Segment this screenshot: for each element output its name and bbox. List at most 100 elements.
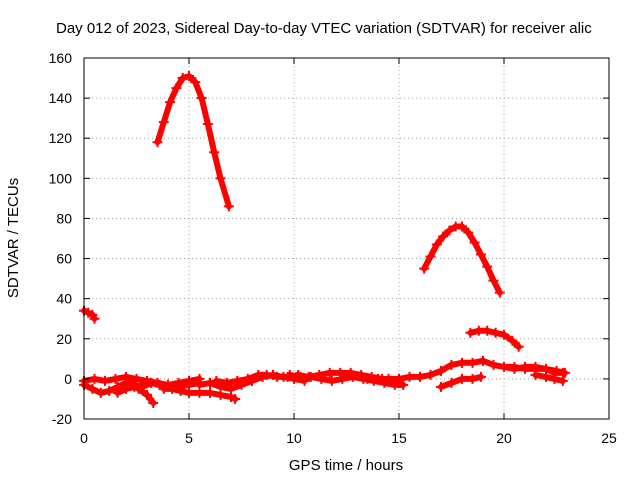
data-point-marker bbox=[549, 373, 560, 384]
data-point-marker bbox=[100, 375, 110, 386]
data-point-marker bbox=[253, 369, 264, 380]
data-point-marker bbox=[148, 397, 159, 408]
data-point-marker bbox=[104, 385, 115, 396]
data-point-marker bbox=[509, 363, 520, 374]
data-point-marker bbox=[347, 371, 358, 382]
data-point-marker bbox=[499, 329, 509, 340]
data-point-marker bbox=[142, 389, 152, 400]
data-point-marker bbox=[488, 359, 499, 370]
data-point-marker bbox=[232, 375, 243, 386]
data-point-marker bbox=[457, 357, 467, 368]
y-tick-label: 0 bbox=[64, 371, 72, 387]
data-point-marker bbox=[184, 71, 194, 82]
data-point-marker bbox=[196, 93, 207, 104]
data-point-marker bbox=[499, 361, 509, 372]
data-point-marker bbox=[520, 361, 530, 372]
data-point-marker bbox=[337, 373, 348, 384]
data-point-marker bbox=[444, 225, 455, 236]
data-point-marker bbox=[226, 383, 236, 394]
y-axis-label: SDTVAR / TECUs bbox=[5, 178, 22, 298]
data-point-marker bbox=[230, 393, 241, 404]
data-point-marker bbox=[419, 263, 430, 274]
data-point-marker bbox=[171, 83, 182, 94]
y-tick-label: 140 bbox=[49, 90, 73, 106]
x-axis-label: GPS time / hours bbox=[289, 457, 403, 474]
data-point-marker bbox=[261, 369, 272, 380]
data-point-marker bbox=[194, 379, 205, 390]
data-point-marker bbox=[415, 371, 425, 382]
data-point-marker bbox=[446, 377, 457, 388]
data-point-marker bbox=[457, 373, 467, 384]
data-point-marker bbox=[436, 381, 446, 392]
data-point-marker bbox=[541, 371, 551, 382]
data-point-marker bbox=[295, 371, 306, 382]
data-point-marker bbox=[272, 371, 283, 382]
data-point-marker bbox=[467, 357, 478, 368]
data-point-marker bbox=[205, 377, 215, 388]
data-point-marker bbox=[205, 387, 215, 398]
y-tick-label: 40 bbox=[56, 291, 72, 307]
data-point-marker bbox=[463, 227, 474, 238]
data-point-marker bbox=[394, 373, 404, 384]
data-point-marker bbox=[457, 221, 467, 232]
data-point-marker bbox=[211, 375, 222, 386]
series-arc-8 bbox=[127, 379, 157, 406]
data-point-marker bbox=[158, 117, 169, 128]
data-point-marker bbox=[131, 373, 142, 384]
data-point-marker bbox=[202, 119, 213, 130]
data-point-marker bbox=[112, 387, 123, 398]
data-point-marker bbox=[530, 369, 541, 380]
data-point-marker bbox=[324, 367, 335, 378]
data-point-marker bbox=[152, 137, 163, 148]
data-point-marker bbox=[362, 373, 373, 384]
data-point-marker bbox=[473, 325, 484, 336]
data-point-marker bbox=[475, 249, 486, 260]
data-point-marker bbox=[215, 173, 226, 184]
data-point-marker bbox=[184, 387, 194, 398]
data-point-marker bbox=[446, 359, 457, 370]
data-point-marker bbox=[425, 251, 436, 262]
y-tick-label: 80 bbox=[56, 210, 72, 226]
data-point-marker bbox=[438, 231, 449, 242]
y-tick-label: 20 bbox=[56, 331, 72, 347]
data-point-marker bbox=[165, 97, 176, 108]
data-point-marker bbox=[95, 387, 106, 398]
data-point-marker bbox=[373, 373, 383, 384]
data-point-marker bbox=[175, 385, 186, 396]
series-arc-1 bbox=[154, 73, 232, 210]
x-tick-label: 25 bbox=[601, 430, 617, 446]
data-point-marker bbox=[121, 383, 131, 394]
data-point-marker bbox=[490, 327, 501, 338]
data-point-marker bbox=[167, 383, 178, 394]
data-point-marker bbox=[89, 373, 100, 384]
data-point-marker bbox=[557, 375, 568, 386]
data-point-marker bbox=[209, 147, 220, 158]
data-point-marker bbox=[482, 261, 493, 272]
data-point-marker bbox=[383, 373, 394, 384]
data-point-marker bbox=[488, 275, 499, 286]
data-point-marker bbox=[305, 371, 316, 382]
y-tick-label: 100 bbox=[49, 170, 73, 186]
data-point-marker bbox=[110, 373, 121, 384]
x-tick-label: 10 bbox=[286, 430, 302, 446]
x-tick-label: 15 bbox=[391, 430, 407, 446]
x-tick-label: 20 bbox=[496, 430, 512, 446]
axis-ticks: 0 5 10 15 20 25 -20 0 20 40 60 80 100 120 140 160 bbox=[49, 50, 617, 446]
x-tick-label: 5 bbox=[185, 430, 193, 446]
data-point-marker bbox=[507, 335, 518, 346]
data-points bbox=[79, 71, 570, 408]
y-tick-label: 120 bbox=[49, 130, 73, 146]
data-point-marker bbox=[284, 369, 295, 380]
data-point-marker bbox=[89, 313, 100, 324]
data-point-marker bbox=[146, 377, 157, 388]
data-point-marker bbox=[494, 287, 505, 298]
y-tick-label: 60 bbox=[56, 251, 72, 267]
data-point-marker bbox=[133, 383, 144, 394]
grid bbox=[84, 58, 609, 419]
data-point-marker bbox=[465, 327, 476, 338]
data-point-marker bbox=[335, 367, 346, 378]
series-arc-2 bbox=[421, 223, 503, 296]
x-tick-label: 0 bbox=[80, 430, 88, 446]
data-point-marker bbox=[398, 379, 409, 390]
data-point-marker bbox=[513, 341, 524, 352]
